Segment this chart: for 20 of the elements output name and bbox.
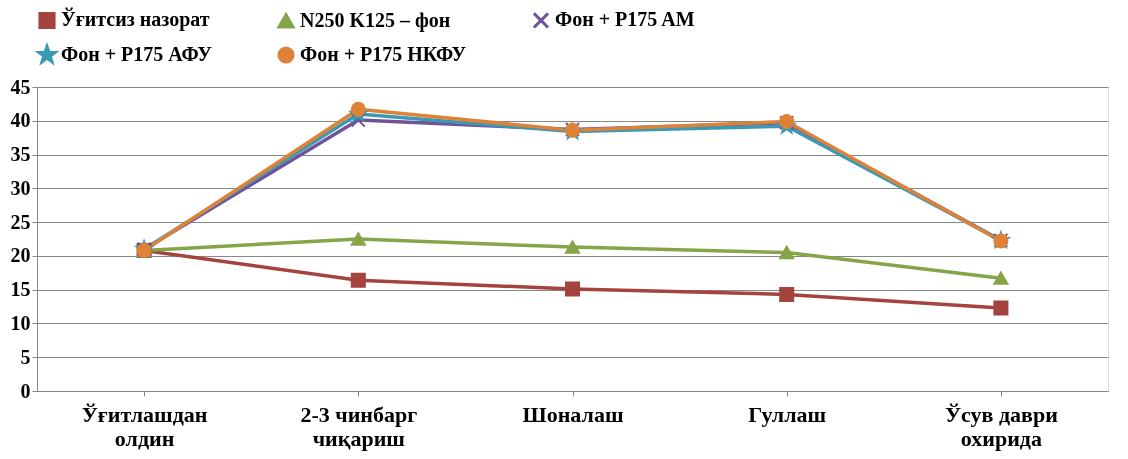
y-tick-label: 5	[20, 345, 31, 368]
y-tick-label: 45	[10, 75, 31, 98]
x-tick-label: Ўғитлашдан олдин	[81, 401, 208, 451]
legend-label: Ўғитсиз назорат	[61, 7, 210, 32]
y-tick-label: 0	[20, 379, 31, 402]
y-tick-label: 15	[10, 278, 31, 301]
x-tick-label: Гуллаш	[748, 401, 827, 427]
y-tick-label: 30	[10, 176, 31, 199]
y-tick-label: 35	[10, 143, 31, 166]
legend-label: Фон + P175 НКФУ	[300, 43, 467, 65]
legend-label: N250 K125 – фон	[300, 8, 451, 32]
legend-label: Фон + P175 AM	[555, 8, 695, 31]
legend-label: Фон + P175 АФУ	[61, 43, 213, 65]
x-tick-label: Шоналаш	[522, 401, 624, 427]
x-tick-label: Ўсув даври охирида	[944, 401, 1059, 451]
x-tick-label: 2-3 чинбарг чиқариш	[300, 401, 418, 451]
y-tick-label: 20	[10, 244, 31, 267]
y-tick-label: 25	[10, 210, 31, 233]
y-tick-label: 40	[10, 109, 31, 132]
y-tick-label: 10	[10, 311, 31, 334]
